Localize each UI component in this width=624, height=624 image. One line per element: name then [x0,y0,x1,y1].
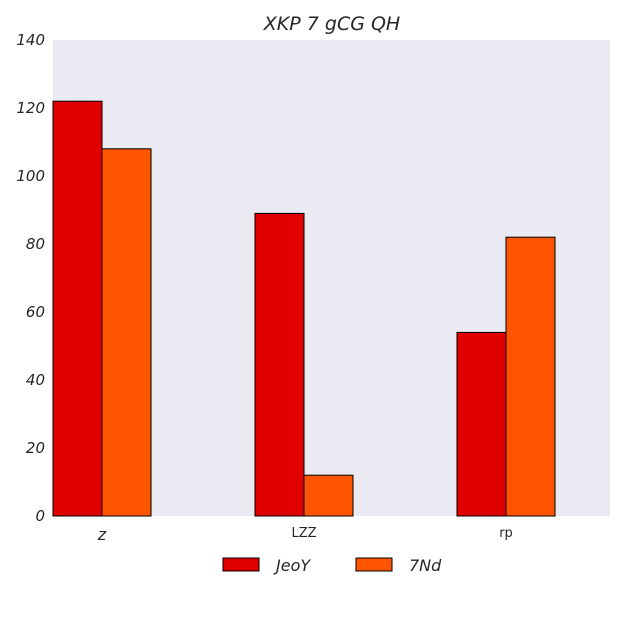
x-tick-label: rp [499,526,513,541]
bars-layer [52,100,556,517]
y-tick-label: 120 [16,99,45,117]
y-tick-label: 100 [16,167,45,185]
y-tick-label: 20 [26,439,45,457]
y-tick-label: 40 [26,371,45,389]
x-tick-label: LZZ [291,526,316,541]
bar-1-3 [456,331,507,517]
legend: JeoY 7Nd [222,556,442,575]
chart-title: XKP 7 gCG QH [263,13,400,35]
legend-label-1: JeoY [273,556,311,575]
x-axis-ticks: z LZZ rp [97,525,513,544]
legend-swatch-2 [355,557,393,572]
bar-1-1 [52,100,103,517]
x-tick-label: z [97,525,107,544]
y-tick-label: 140 [16,31,45,49]
legend-swatch-1 [222,557,260,572]
y-axis-ticks: 0 20 40 60 80 100 120 140 [16,31,45,525]
bar-2-3 [505,236,556,517]
legend-label-2: 7Nd [409,556,442,575]
bar-1-2 [254,212,305,517]
y-tick-label: 60 [26,303,45,321]
y-tick-label: 80 [26,235,45,253]
y-tick-label: 0 [35,507,45,525]
bar-2-2 [303,474,354,517]
bar-2-1 [101,148,152,517]
